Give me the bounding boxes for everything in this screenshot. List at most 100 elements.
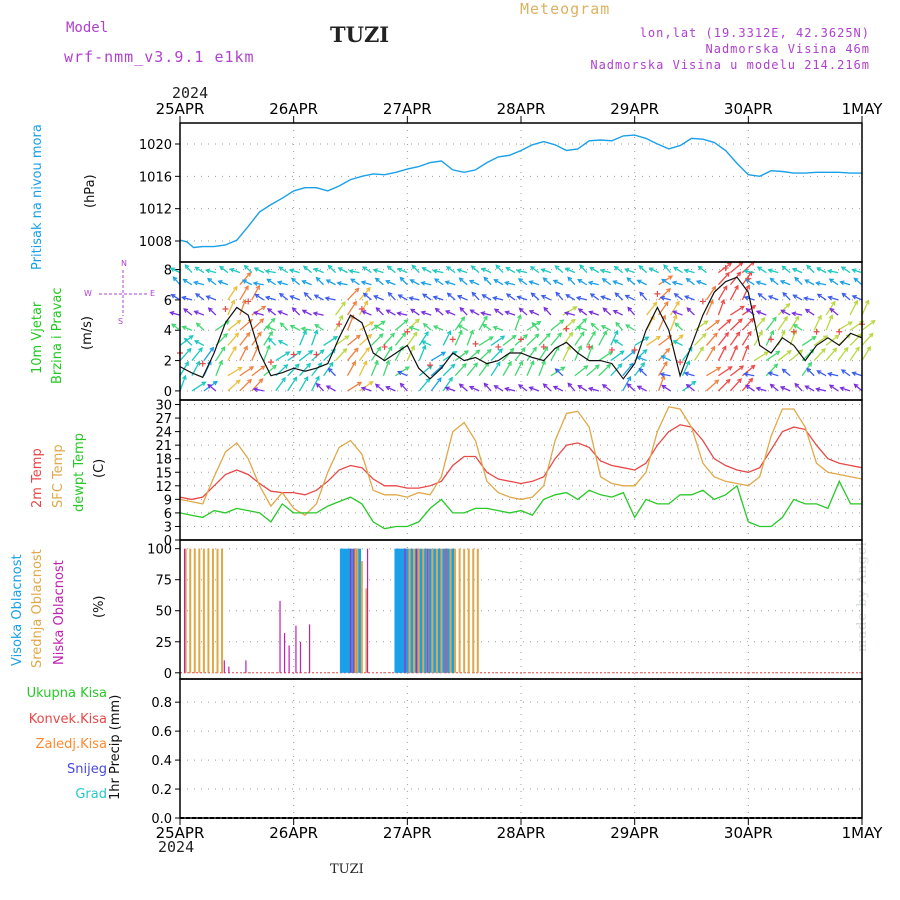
wind-arrow [562, 306, 577, 316]
wind-arrow [335, 335, 349, 346]
wind-arrow-head [540, 268, 546, 273]
wind-arrow [634, 336, 649, 346]
wind-arrow [251, 318, 264, 331]
wind-arrow [526, 360, 535, 377]
wind-arrow [730, 305, 745, 316]
wind-arrow [481, 312, 492, 316]
wind-arrow [335, 348, 347, 362]
high-cloud-bar [339, 548, 343, 673]
wind-arrow [706, 379, 719, 392]
wind-arrow [171, 323, 181, 331]
y-tick-label: 6 [164, 507, 172, 522]
wind-arrow-head [691, 380, 697, 386]
gust-marker [381, 343, 388, 350]
wind-arrow [638, 265, 648, 274]
wind-arrow [622, 349, 636, 362]
wind-arrow [263, 364, 277, 377]
y-tick-label: 30 [155, 399, 172, 414]
wind-arrow-head [734, 284, 739, 290]
wind-arrow [433, 325, 444, 331]
wind-arrow [589, 266, 600, 274]
wind-arrow-head [686, 307, 692, 313]
wind-arrow-head [528, 280, 534, 285]
wind-arrow [806, 265, 815, 274]
dewpt-line [179, 479, 862, 530]
top-day-label: 29APR [610, 100, 659, 118]
wind-arrow-head [600, 295, 606, 300]
wind-arrow [649, 267, 659, 274]
wind-arrow [602, 384, 612, 392]
wind-arrow [526, 333, 539, 346]
wind-arrow-head [396, 311, 402, 317]
wind-arrow [278, 310, 288, 316]
wind-arrow [852, 372, 863, 377]
wind-arrow [478, 336, 494, 346]
wind-arrow [672, 310, 683, 316]
wind-arrow-head [492, 325, 498, 331]
y-tick-label: 0.6 [151, 725, 172, 740]
wind-arrow [717, 285, 728, 301]
high-cloud-bar [399, 548, 403, 673]
wind-arrow-head [755, 386, 761, 392]
wind-arrow [397, 371, 408, 377]
wind-arrow-head [599, 268, 606, 274]
wind-arrow-head [434, 307, 440, 313]
wind-arrow-head [555, 291, 561, 297]
wind-arrow [717, 299, 725, 316]
wind-arrow [458, 324, 468, 331]
wind-arrow [481, 267, 492, 274]
wind-arrow [506, 293, 516, 301]
gust-marker [245, 298, 252, 305]
wind-arrow-head [266, 344, 271, 350]
wind-arrow-head [341, 301, 346, 307]
mid-cloud-bar [221, 548, 224, 673]
wind-arrow-head [486, 348, 492, 354]
wind-arrow-head [410, 308, 416, 314]
wind-arrow [291, 277, 301, 286]
wind-arrow-head [188, 335, 194, 340]
high-cloud-bar [405, 548, 409, 673]
wind-arrow [347, 381, 362, 392]
wind-arrow-head [615, 321, 621, 327]
wind-arrow-head [792, 323, 798, 329]
y-tick-label: 9 [164, 493, 172, 508]
wind-arrow-head [853, 277, 859, 283]
wind-arrow-head [353, 347, 359, 353]
wind-arrow-head [591, 330, 596, 336]
wind-arrow-head [744, 384, 751, 390]
wind-arrow-head [421, 267, 427, 272]
wind-arrow-head [461, 362, 467, 368]
wind-arrow-head [588, 310, 594, 316]
wind-arrow [410, 308, 420, 316]
wind-arrow-head [576, 325, 582, 331]
wind-arrow-head [244, 285, 249, 291]
wind-arrow-head [500, 335, 506, 341]
wind-arrow-head [249, 366, 255, 371]
wind-arrow-head [444, 280, 450, 285]
precip-legend-convective: Konvek.Kisa [28, 712, 107, 727]
wind-arrow [646, 335, 661, 346]
wind-arrow-head [374, 383, 380, 389]
wind-arrow [543, 307, 552, 316]
wind-arrow [227, 379, 241, 392]
wind-arrow [505, 387, 516, 392]
wind-arrow-head [504, 310, 510, 316]
wind-arrow [278, 266, 289, 274]
wind-arrow-head [758, 330, 763, 336]
low-cloud-bar [366, 548, 369, 673]
wind-arrow [768, 372, 779, 377]
wind-arrow-head [803, 296, 809, 302]
wind-arrow [227, 286, 238, 301]
wind-arrow-head [386, 265, 392, 271]
wind-arrow-head [420, 340, 427, 345]
wind-arrow [705, 300, 714, 316]
wind-arrow [179, 375, 187, 392]
wind-arrow-head [794, 276, 800, 282]
wind-arrow-head [602, 330, 607, 336]
temp-2m-line [179, 424, 863, 501]
wind-arrow [565, 267, 576, 274]
wind-arrow-head [217, 280, 223, 285]
wind-arrow [266, 325, 276, 331]
gust-marker [404, 328, 411, 335]
wind-arrow-head [332, 336, 339, 341]
